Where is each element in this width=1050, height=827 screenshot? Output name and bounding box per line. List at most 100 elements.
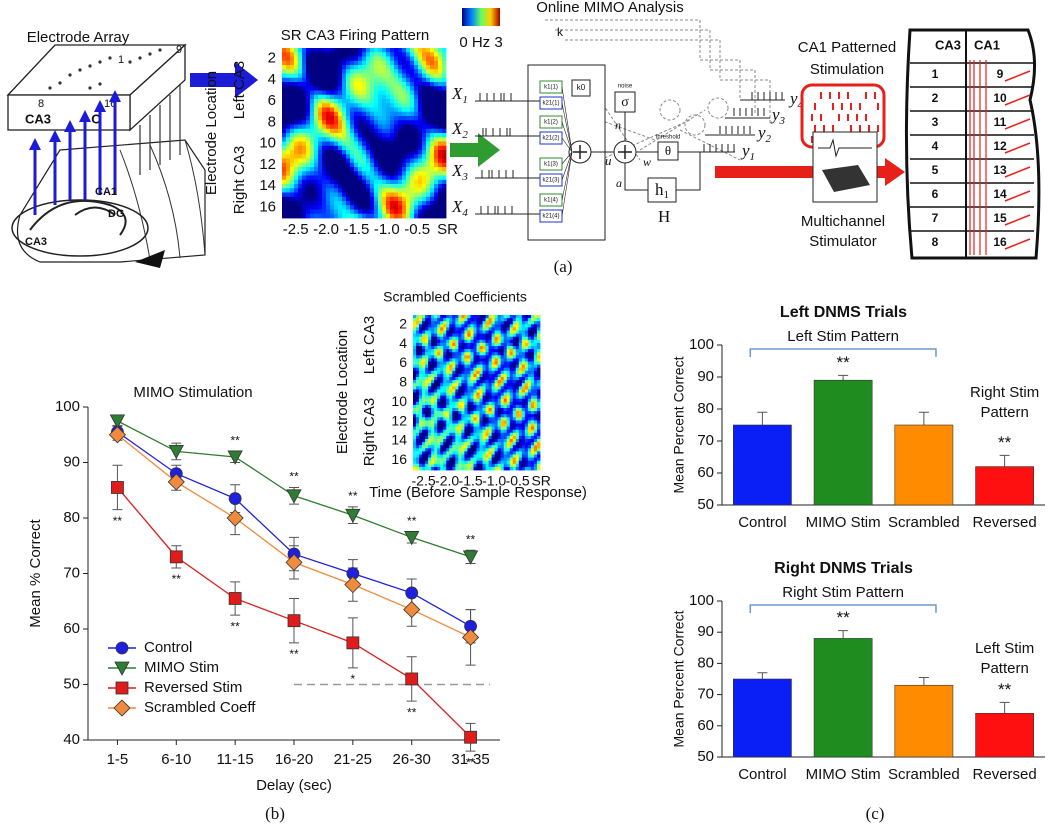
heatmap-cell [366, 48, 371, 53]
heatmap-cell [476, 414, 480, 418]
heatmap-cell [370, 56, 375, 62]
heatmap-cell [382, 128, 387, 134]
heatmap-cell [503, 457, 508, 462]
heatmap-cell [506, 336, 511, 341]
heatmap-cell [298, 184, 303, 189]
heatmap-cell [438, 65, 443, 70]
heatmap-cell [290, 82, 295, 87]
heatmap-cell [322, 120, 327, 125]
heatmap-cell [282, 205, 287, 210]
heatmap-cell [434, 213, 439, 219]
heatmap-cell [533, 355, 538, 359]
y-tick-label: 100 [689, 592, 714, 609]
heatmap-cell [488, 342, 493, 347]
heatmap-cell [350, 99, 355, 104]
heatmap-cell [533, 342, 538, 347]
heatmap-cell [434, 398, 438, 403]
marker [111, 481, 124, 494]
heatmap-cell [533, 460, 538, 465]
heatmap-cell [302, 192, 307, 198]
heatmap-cell [452, 442, 456, 446]
heatmap-cell [406, 116, 411, 121]
heatmap-cell [440, 383, 444, 387]
heatmap-cell [527, 358, 532, 362]
heatmap-cell [446, 364, 450, 369]
heatmap-cell [338, 184, 343, 189]
heatmap-cell [419, 404, 423, 409]
heatmap-cell [314, 192, 319, 198]
heatmap-cell [446, 408, 450, 412]
heatmap-cell [476, 367, 480, 372]
heatmap-cell [425, 364, 429, 369]
heatmap-cell [440, 448, 444, 452]
heatmap-cell [521, 404, 526, 409]
heatmap-cell [413, 349, 417, 353]
heatmap-cell [326, 145, 331, 151]
heatmap-cell [338, 77, 343, 83]
heatmap-cell [434, 184, 439, 189]
heatmap-cell [362, 133, 367, 138]
heatmap-cell [430, 52, 435, 57]
heatmap-cell [394, 162, 399, 168]
heatmap-cell [455, 321, 459, 325]
marker [115, 641, 129, 655]
heatmap-cell [473, 420, 477, 424]
input-index: 4 [462, 207, 468, 219]
y-tick-label: 80 [697, 400, 714, 417]
heatmap-cell [521, 429, 526, 434]
heatmap-cell [406, 171, 411, 176]
heatmap-cell [518, 355, 523, 359]
heatmap-cell [442, 162, 447, 168]
heatmap-cell [413, 442, 417, 446]
heatmap-cell [470, 355, 474, 359]
heatmap-cell [402, 124, 407, 130]
heatmap-cell [536, 439, 541, 443]
heatmap-cell [350, 52, 355, 57]
heatmap-cell [422, 342, 426, 347]
heatmap-cell [342, 184, 347, 189]
heatmap-cell [479, 318, 483, 322]
heatmap-cell [425, 315, 429, 319]
heatmap-cell [422, 150, 427, 155]
heatmap-cell [354, 154, 359, 159]
heatmap-cell [422, 179, 427, 185]
heatmap-cell [443, 355, 447, 359]
heatmap-cell [524, 336, 529, 341]
heatmap-cell [434, 442, 438, 446]
heatmap-cell [362, 179, 367, 185]
x-tick-label: Control [738, 514, 786, 531]
heatmap-cell [461, 339, 465, 344]
significance: ** [466, 532, 476, 546]
heatmap-cell [533, 352, 538, 356]
heatmap-cell [414, 179, 419, 185]
heatmap-cell [422, 86, 427, 91]
significance: ** [837, 353, 851, 372]
heatmap-cell [494, 389, 499, 393]
heatmap-cell [382, 167, 387, 172]
heatmap-cell [413, 377, 417, 381]
chart-title: MIMO Stimulation [133, 384, 252, 401]
heatmap-cell [314, 124, 319, 130]
heatmap-cell [509, 373, 514, 378]
heatmap-cell [512, 423, 517, 427]
heatmap-cell [310, 90, 315, 96]
heatmap-cell [322, 158, 327, 164]
heatmap-cell [446, 426, 450, 431]
heatmap-cell [422, 65, 427, 70]
heatmap-cell [461, 389, 465, 393]
heatmap-cell [458, 380, 462, 384]
heatmap-cell [430, 167, 435, 172]
heatmap-cell [422, 99, 427, 104]
heatmap-cell [449, 339, 453, 344]
heatmap-cell [338, 133, 343, 138]
heatmap-cell [306, 137, 311, 142]
heatmap-cell [354, 128, 359, 134]
heatmap-cell [374, 90, 379, 96]
heatmap-cell [306, 128, 311, 134]
heatmap-cell [386, 171, 391, 176]
heatmap-cell [497, 386, 502, 390]
heatmap-cell [446, 448, 450, 452]
heatmap-cell [431, 457, 435, 462]
heatmap-cell [521, 451, 526, 455]
heatmap-cell [426, 107, 431, 113]
